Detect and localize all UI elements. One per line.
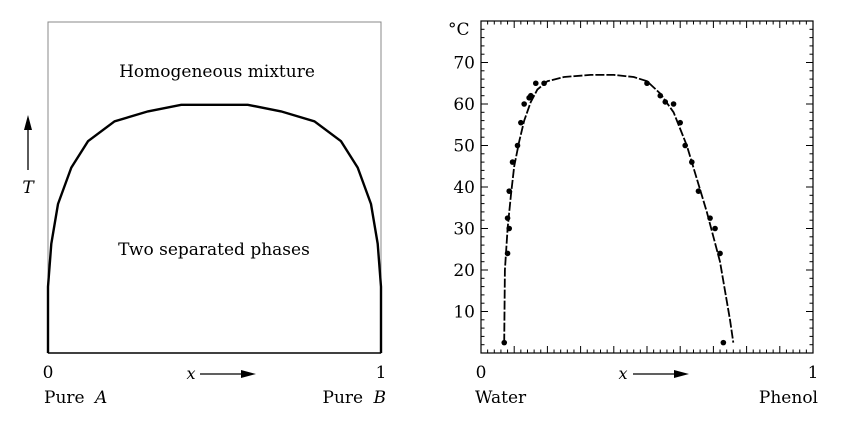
t-arrow-head [24, 115, 32, 130]
y-tick-label-40: 40 [453, 178, 475, 198]
right-x-tick-0: 0 [476, 363, 487, 383]
data-point [644, 80, 650, 87]
water-label: Water [475, 388, 527, 408]
data-point [670, 101, 677, 107]
left-x-label: x [186, 364, 195, 383]
y-tick-label-70: 70 [453, 54, 475, 74]
y-tick-label-30: 30 [453, 220, 475, 240]
left-x-tick-1: 1 [376, 363, 387, 383]
data-point [662, 99, 669, 105]
phenol-label: Phenol [759, 388, 818, 408]
data-point [657, 92, 664, 99]
data-point [528, 92, 534, 99]
right-y-unit-label: °C [448, 20, 470, 40]
left-y-label: T [22, 178, 35, 198]
data-point [504, 215, 511, 221]
data-point [689, 159, 695, 165]
data-point [504, 250, 511, 257]
left-x-arrow-head [241, 370, 256, 378]
data-point [695, 188, 702, 194]
data-point [677, 119, 683, 126]
left-panel: Homogeneous mixture Two separated phases… [22, 21, 387, 408]
right-y-tick-labels: 10 20 30 40 50 60 70 [453, 54, 475, 323]
annotation-two-phases: Two separated phases [118, 240, 310, 260]
right-x-label: x [618, 364, 627, 383]
pure-b-prefix: Pure [323, 388, 364, 408]
pure-b-label: Pure B [323, 388, 386, 408]
data-point [501, 339, 508, 346]
data-point [541, 80, 547, 87]
data-point [682, 142, 688, 149]
y-tick-label-50: 50 [453, 137, 475, 157]
data-point [712, 225, 718, 232]
data-point [506, 225, 513, 232]
data-point [506, 188, 513, 194]
data-point [720, 339, 727, 346]
right-x-tick-1: 1 [808, 363, 819, 383]
pure-b-var: B [373, 388, 387, 408]
pure-a-label: Pure A [44, 388, 107, 408]
right-data-points [501, 80, 727, 346]
right-x-arrow-head [674, 370, 689, 378]
right-axis-ticks [481, 21, 813, 353]
y-tick-label-60: 60 [453, 95, 475, 115]
annotation-homogeneous: Homogeneous mixture [119, 62, 315, 82]
pure-a-prefix: Pure [44, 388, 85, 408]
data-point [514, 142, 521, 149]
data-point [509, 159, 516, 165]
right-panel: 10 20 30 40 50 60 70 °C x 0 1 Water Phenol [448, 20, 818, 408]
y-tick-label-10: 10 [453, 303, 475, 323]
data-point [532, 80, 539, 87]
left-coexistence-curve [46, 103, 383, 353]
right-plot-frame [480, 20, 814, 354]
left-x-tick-0: 0 [43, 363, 54, 383]
data-point [521, 101, 527, 107]
y-tick-label-20: 20 [453, 261, 475, 281]
data-point [518, 119, 524, 126]
data-point [717, 250, 723, 257]
data-point [707, 215, 713, 221]
pure-a-var: A [93, 388, 107, 408]
right-coexistence-curve [503, 74, 735, 343]
